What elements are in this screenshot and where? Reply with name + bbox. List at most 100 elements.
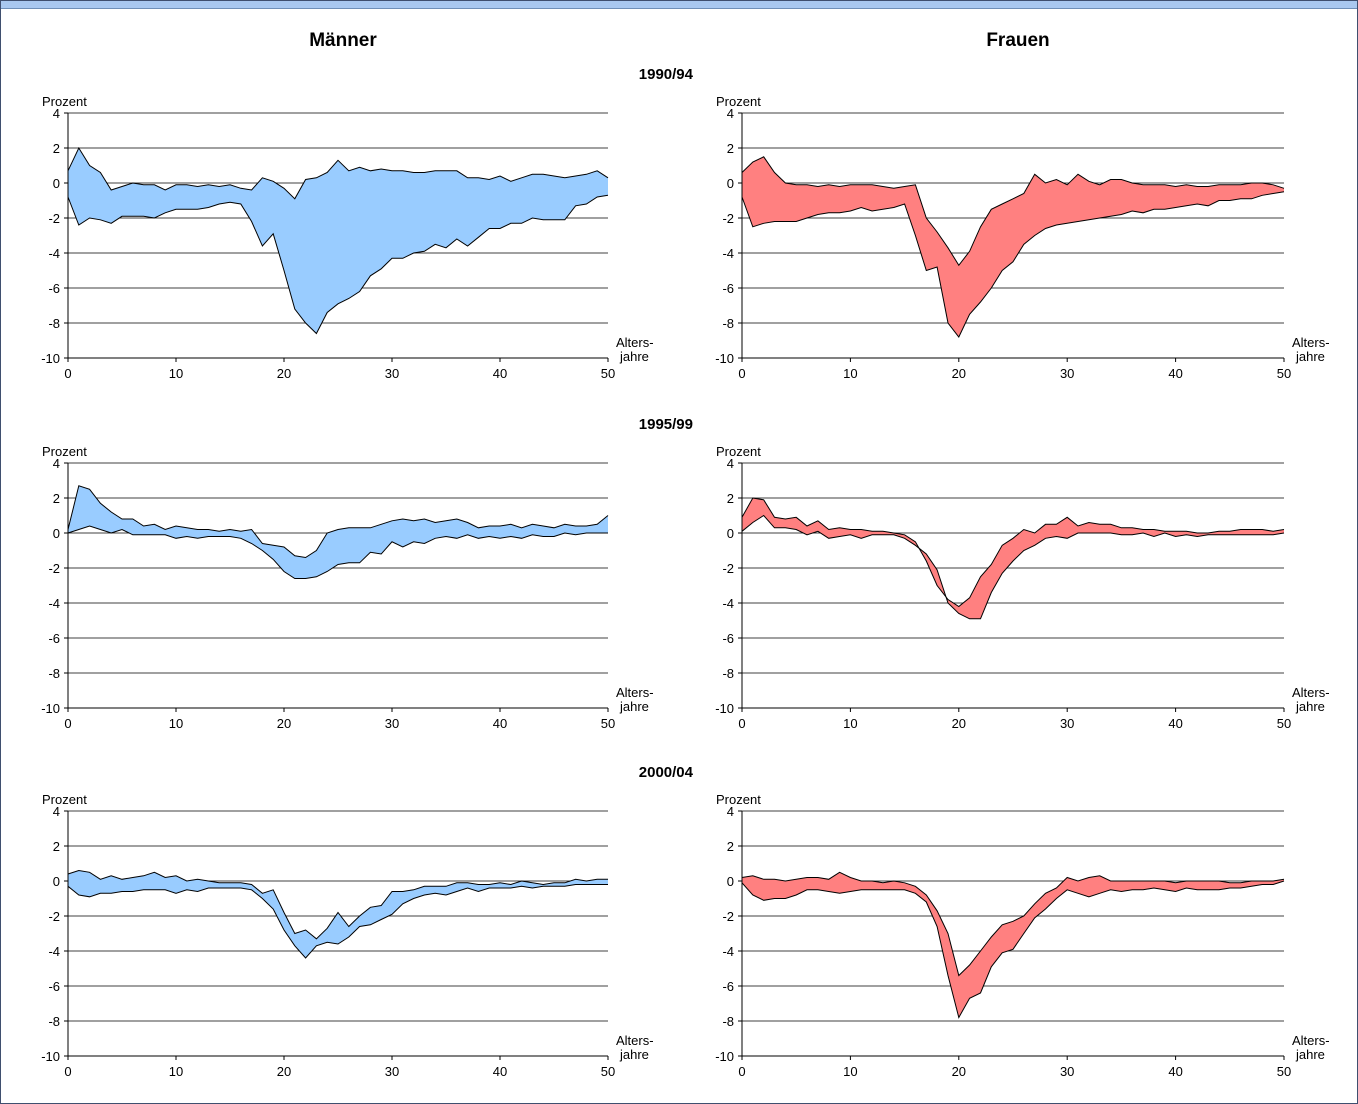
y-tick-label: -4 <box>48 246 60 261</box>
y-tick-label: -10 <box>715 351 734 366</box>
x-tick-label: 0 <box>738 716 745 731</box>
y-tick-label: 4 <box>727 456 734 471</box>
y-tick-label: 4 <box>53 456 60 471</box>
y-tick-label: -10 <box>41 1049 60 1064</box>
x-tick-label: 50 <box>1277 1064 1291 1079</box>
x-tick-label: 20 <box>277 716 291 731</box>
x-axis-label-line1: Alters- <box>1292 1033 1330 1048</box>
upper-bound-line <box>67 485 609 559</box>
y-tick-label: -2 <box>48 561 60 576</box>
band-area <box>742 872 1284 1018</box>
x-tick-label: 30 <box>385 716 399 731</box>
column-title-frauen: Frauen <box>986 30 1050 51</box>
lower-bound-line <box>67 525 608 579</box>
y-tick-label: -6 <box>722 979 734 994</box>
band-area <box>68 148 608 334</box>
period-label-1990-94: 1990/94 <box>638 66 693 83</box>
x-tick-label: 40 <box>1168 366 1182 381</box>
y-tick-label: 0 <box>727 176 734 191</box>
band-area <box>68 485 608 579</box>
x-axis-label-line1: Alters- <box>616 335 654 350</box>
y-axis-label: Prozent <box>42 444 87 459</box>
x-axis-label-line1: Alters- <box>1292 685 1330 700</box>
y-tick-label: 2 <box>727 839 734 854</box>
y-tick-label: -10 <box>715 1049 734 1064</box>
y-tick-label: -6 <box>48 281 60 296</box>
x-tick-label: 10 <box>169 366 183 381</box>
x-tick-label: 10 <box>169 1064 183 1079</box>
x-tick-label: 50 <box>601 366 615 381</box>
y-axis-label: Prozent <box>716 792 761 807</box>
x-tick-label: 0 <box>738 1064 745 1079</box>
y-tick-label: 0 <box>53 526 60 541</box>
y-tick-label: -6 <box>48 979 60 994</box>
band-area <box>68 870 608 958</box>
y-tick-label: -6 <box>722 281 734 296</box>
y-tick-label: 4 <box>53 804 60 819</box>
lower-bound-line <box>741 880 1285 1019</box>
y-axis-label: Prozent <box>42 94 87 109</box>
y-tick-label: 4 <box>727 804 734 819</box>
upper-bound-line <box>741 497 1285 608</box>
x-tick-label: 50 <box>1277 716 1291 731</box>
y-tick-label: 4 <box>727 106 734 121</box>
y-tick-label: -4 <box>48 944 60 959</box>
x-tick-label: 40 <box>493 716 507 731</box>
y-tick-label: 4 <box>53 106 60 121</box>
x-tick-label: 10 <box>843 366 857 381</box>
x-axis-label-line1: Alters- <box>616 1033 654 1048</box>
y-tick-label: -8 <box>722 1014 734 1029</box>
x-axis-label-line2: jahre <box>619 349 649 364</box>
x-tick-label: 50 <box>601 1064 615 1079</box>
y-tick-label: -8 <box>48 666 60 681</box>
y-tick-label: 2 <box>53 839 60 854</box>
x-tick-label: 20 <box>952 1064 966 1079</box>
y-tick-label: -2 <box>48 211 60 226</box>
x-tick-label: 10 <box>169 716 183 731</box>
x-tick-label: 40 <box>493 366 507 381</box>
y-tick-label: 0 <box>727 526 734 541</box>
y-tick-label: -8 <box>722 666 734 681</box>
lower-bound-line <box>67 194 609 335</box>
x-tick-label: 50 <box>601 716 615 731</box>
y-tick-label: -2 <box>722 211 734 226</box>
x-axis-label-line2: jahre <box>619 1047 649 1062</box>
band-area <box>742 498 1284 619</box>
x-axis-label-line1: Alters- <box>616 685 654 700</box>
band-area <box>742 156 1284 337</box>
period-label-1995-99: 1995/99 <box>638 416 693 433</box>
x-axis-label-line2: jahre <box>619 699 649 714</box>
y-tick-label: 2 <box>727 141 734 156</box>
upper-bound-line <box>67 869 608 940</box>
y-tick-label: 2 <box>727 491 734 506</box>
y-tick-label: -2 <box>48 909 60 924</box>
lower-bound-line <box>741 191 1285 338</box>
y-tick-label: 2 <box>53 491 60 506</box>
x-tick-label: 30 <box>385 366 399 381</box>
x-tick-label: 30 <box>1060 366 1074 381</box>
y-tick-label: -4 <box>722 944 734 959</box>
x-tick-label: 10 <box>843 716 857 731</box>
y-axis-label: Prozent <box>716 444 761 459</box>
y-axis-label: Prozent <box>716 94 761 109</box>
y-tick-label: 0 <box>727 874 734 889</box>
window-top-bar <box>1 1 1357 9</box>
y-tick-label: -8 <box>722 316 734 331</box>
y-tick-label: -4 <box>722 596 734 611</box>
y-tick-label: -8 <box>48 316 60 331</box>
lower-bound-line <box>741 514 1285 620</box>
lower-bound-line <box>67 884 608 959</box>
y-tick-label: -8 <box>48 1014 60 1029</box>
x-axis-label-line2: jahre <box>1295 1047 1325 1062</box>
y-tick-label: -6 <box>48 631 60 646</box>
y-tick-label: -4 <box>722 246 734 261</box>
upper-bound-line <box>741 156 1285 267</box>
y-tick-label: -6 <box>722 631 734 646</box>
x-tick-label: 10 <box>843 1064 857 1079</box>
x-tick-label: 30 <box>1060 716 1074 731</box>
y-tick-label: -2 <box>722 909 734 924</box>
